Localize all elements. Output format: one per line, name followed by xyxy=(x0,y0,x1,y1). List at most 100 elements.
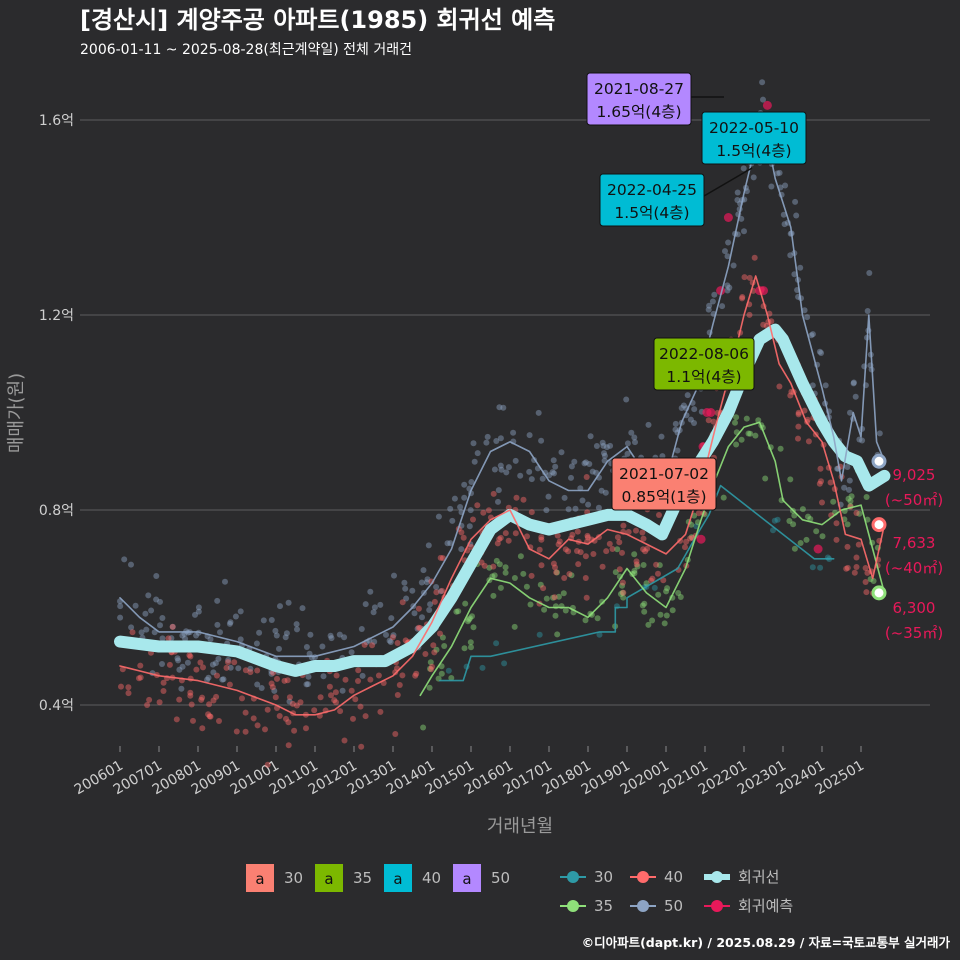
scatter-point xyxy=(614,534,621,541)
scatter-point xyxy=(551,594,558,601)
scatter-point xyxy=(546,472,553,479)
scatter-point xyxy=(466,523,473,530)
scatter-point xyxy=(540,585,547,592)
scatter-point xyxy=(599,439,606,446)
scatter-point xyxy=(389,634,396,641)
scatter-point xyxy=(297,699,304,706)
prediction-marker xyxy=(723,213,733,222)
scatter-point xyxy=(348,649,355,656)
scatter-point xyxy=(352,696,359,703)
scatter-point xyxy=(843,565,850,572)
scatter-point xyxy=(682,544,688,551)
scatter-point xyxy=(631,567,638,574)
scatter-point xyxy=(617,591,624,597)
scatter-point xyxy=(239,695,245,702)
scatter-point xyxy=(464,618,471,625)
scatter-point xyxy=(688,534,695,541)
scatter-point xyxy=(117,603,124,610)
scatter-point xyxy=(813,528,820,535)
scatter-point xyxy=(724,287,731,294)
scatter-point xyxy=(628,429,635,436)
scatter-point xyxy=(429,663,435,670)
scatter-point xyxy=(809,564,816,571)
scatter-point xyxy=(461,645,468,652)
scatter-point xyxy=(264,761,271,768)
scatter-point xyxy=(195,608,202,615)
scatter-point xyxy=(390,632,397,639)
scatter-point xyxy=(809,331,816,338)
scatter-point xyxy=(513,494,520,501)
callout-date: 2022-08-06 xyxy=(659,345,749,363)
scatter-point xyxy=(550,560,557,567)
scatter-point xyxy=(271,687,278,694)
scatter-point xyxy=(520,496,527,503)
scatter-point xyxy=(844,521,851,528)
scatter-point xyxy=(427,659,434,666)
scatter-point xyxy=(250,715,257,722)
scatter-point xyxy=(285,599,292,606)
scatter-point xyxy=(505,464,512,471)
scatter-point xyxy=(741,274,748,281)
scatter-point xyxy=(187,653,194,660)
scatter-point xyxy=(795,411,802,418)
scatter-point xyxy=(480,509,487,516)
scatter-point xyxy=(581,460,588,467)
y-tick-label: 0.8억 xyxy=(39,503,74,519)
scatter-point xyxy=(175,657,182,664)
scatter-point xyxy=(355,678,361,684)
scatter-point xyxy=(876,430,883,437)
scatter-point xyxy=(520,570,527,577)
scatter-point xyxy=(490,563,497,570)
scatter-point xyxy=(433,589,440,596)
scatter-point xyxy=(468,544,475,550)
scatter-point xyxy=(669,607,676,614)
scatter-point xyxy=(787,392,794,399)
scatter-point xyxy=(358,743,365,750)
scatter-point xyxy=(550,594,556,601)
legend-label: 35 xyxy=(353,869,372,887)
callout-date: 2022-05-10 xyxy=(709,119,799,137)
scatter-point xyxy=(136,675,142,682)
scatter-point xyxy=(182,635,189,642)
legend-label: 50 xyxy=(491,869,510,887)
scatter-point xyxy=(552,564,558,571)
scatter-point xyxy=(437,554,444,561)
legend-dot xyxy=(567,900,579,912)
scatter-point xyxy=(361,641,368,648)
scatter-point xyxy=(341,737,348,744)
scatter-point xyxy=(304,681,311,688)
scatter-point xyxy=(242,709,249,716)
scatter-point xyxy=(554,569,560,576)
scatter-point xyxy=(386,637,393,644)
scatter-point xyxy=(143,626,150,633)
scatter-point xyxy=(391,572,397,579)
scatter-point xyxy=(226,681,233,688)
scatter-point xyxy=(422,651,429,657)
y-tick-label: 1.2억 xyxy=(39,308,74,324)
scatter-point xyxy=(862,565,869,571)
scatter-point xyxy=(274,675,280,682)
scatter-point xyxy=(797,540,804,546)
scatter-point xyxy=(776,169,783,176)
callout-box xyxy=(653,337,755,391)
scatter-point xyxy=(247,665,254,672)
scatter-point xyxy=(607,442,614,449)
scatter-point xyxy=(474,450,481,457)
scatter-point xyxy=(542,469,549,476)
scatter-point xyxy=(371,604,378,611)
scatter-point xyxy=(672,420,679,427)
scatter-point xyxy=(554,631,561,638)
scatter-point xyxy=(803,536,810,543)
scatter-point xyxy=(550,457,557,464)
scatter-point xyxy=(653,561,660,568)
scatter-point xyxy=(545,493,552,500)
scatter-point xyxy=(486,564,493,571)
scatter-point xyxy=(137,662,144,669)
scatter-point xyxy=(193,666,200,673)
y-tick-label: 1.6억 xyxy=(39,113,74,129)
scatter-point xyxy=(565,506,572,513)
end-marker xyxy=(871,585,887,601)
scatter-point xyxy=(847,409,853,416)
legend-swatch xyxy=(453,864,481,892)
scatter-point xyxy=(219,676,226,683)
